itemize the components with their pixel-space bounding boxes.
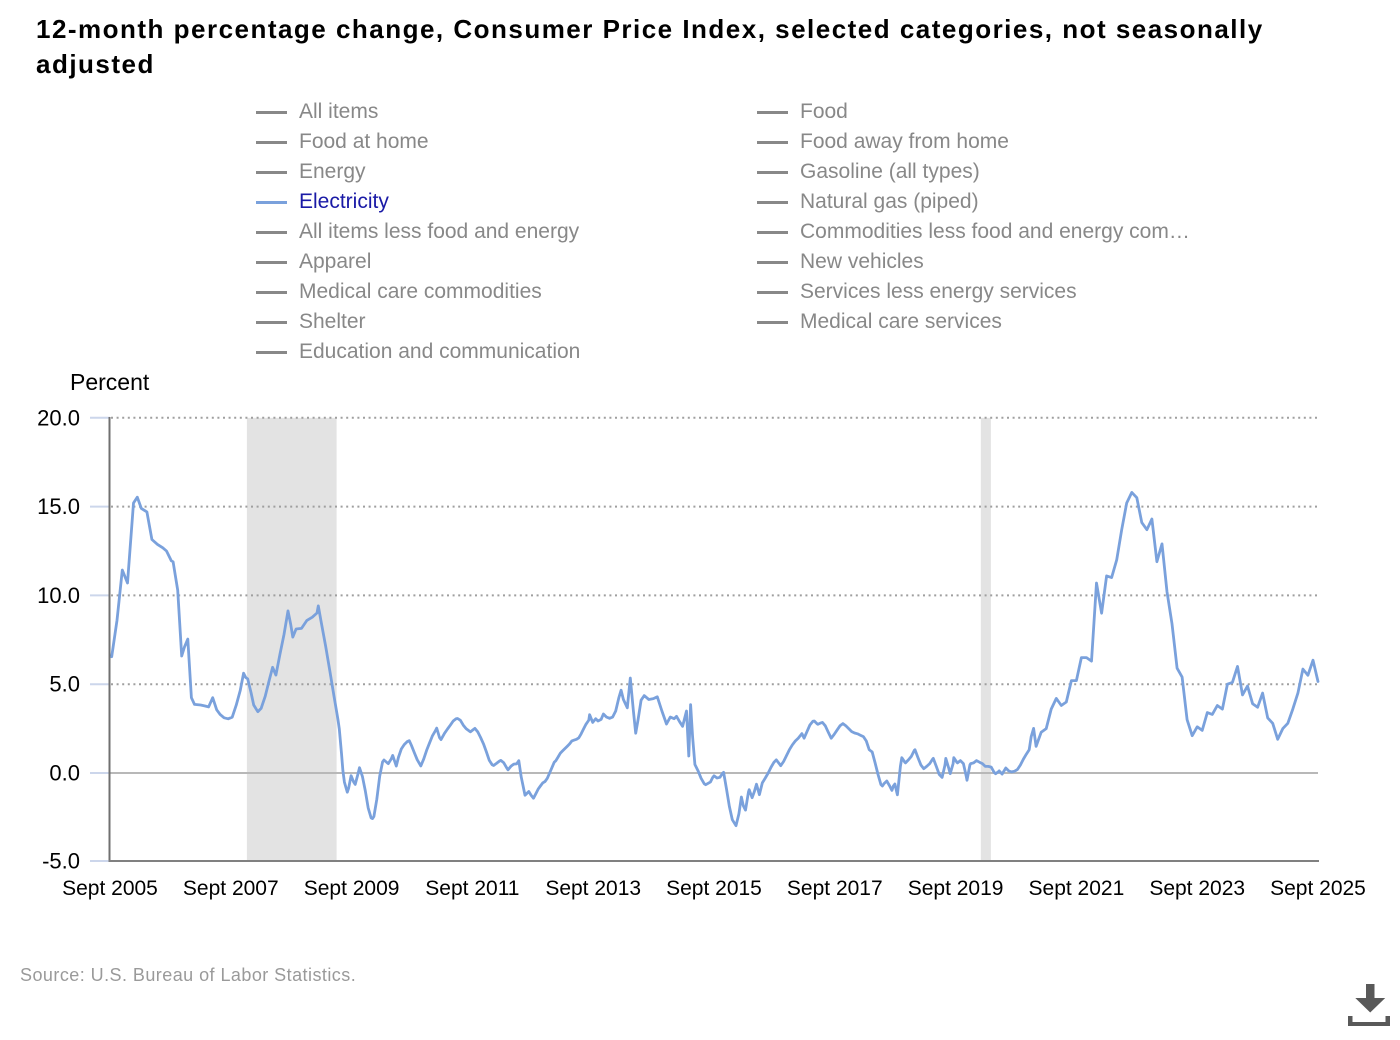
svg-text:10.0: 10.0 xyxy=(37,583,80,608)
svg-text:Sept 2009: Sept 2009 xyxy=(304,877,400,900)
svg-text:Sept 2015: Sept 2015 xyxy=(666,877,762,900)
svg-text:5.0: 5.0 xyxy=(49,672,80,697)
svg-text:Percent: Percent xyxy=(70,369,150,395)
svg-text:Sept 2019: Sept 2019 xyxy=(908,877,1004,900)
svg-text:Sept 2021: Sept 2021 xyxy=(1029,877,1125,900)
svg-text:Source: U.S. Bureau of Labor S: Source: U.S. Bureau of Labor Statistics. xyxy=(20,965,356,985)
svg-text:Sept 2005: Sept 2005 xyxy=(62,877,158,900)
svg-text:Sept 2013: Sept 2013 xyxy=(545,877,641,900)
svg-text:Sept 2023: Sept 2023 xyxy=(1149,877,1245,900)
svg-text:20.0: 20.0 xyxy=(37,406,80,431)
svg-text:Sept 2007: Sept 2007 xyxy=(183,877,279,900)
svg-text:Sept 2017: Sept 2017 xyxy=(787,877,883,900)
svg-text:0.0: 0.0 xyxy=(49,761,80,786)
svg-text:-5.0: -5.0 xyxy=(42,849,80,874)
svg-text:Sept 2011: Sept 2011 xyxy=(425,877,519,900)
svg-text:Sept 2025: Sept 2025 xyxy=(1270,877,1366,900)
svg-text:15.0: 15.0 xyxy=(37,494,80,519)
